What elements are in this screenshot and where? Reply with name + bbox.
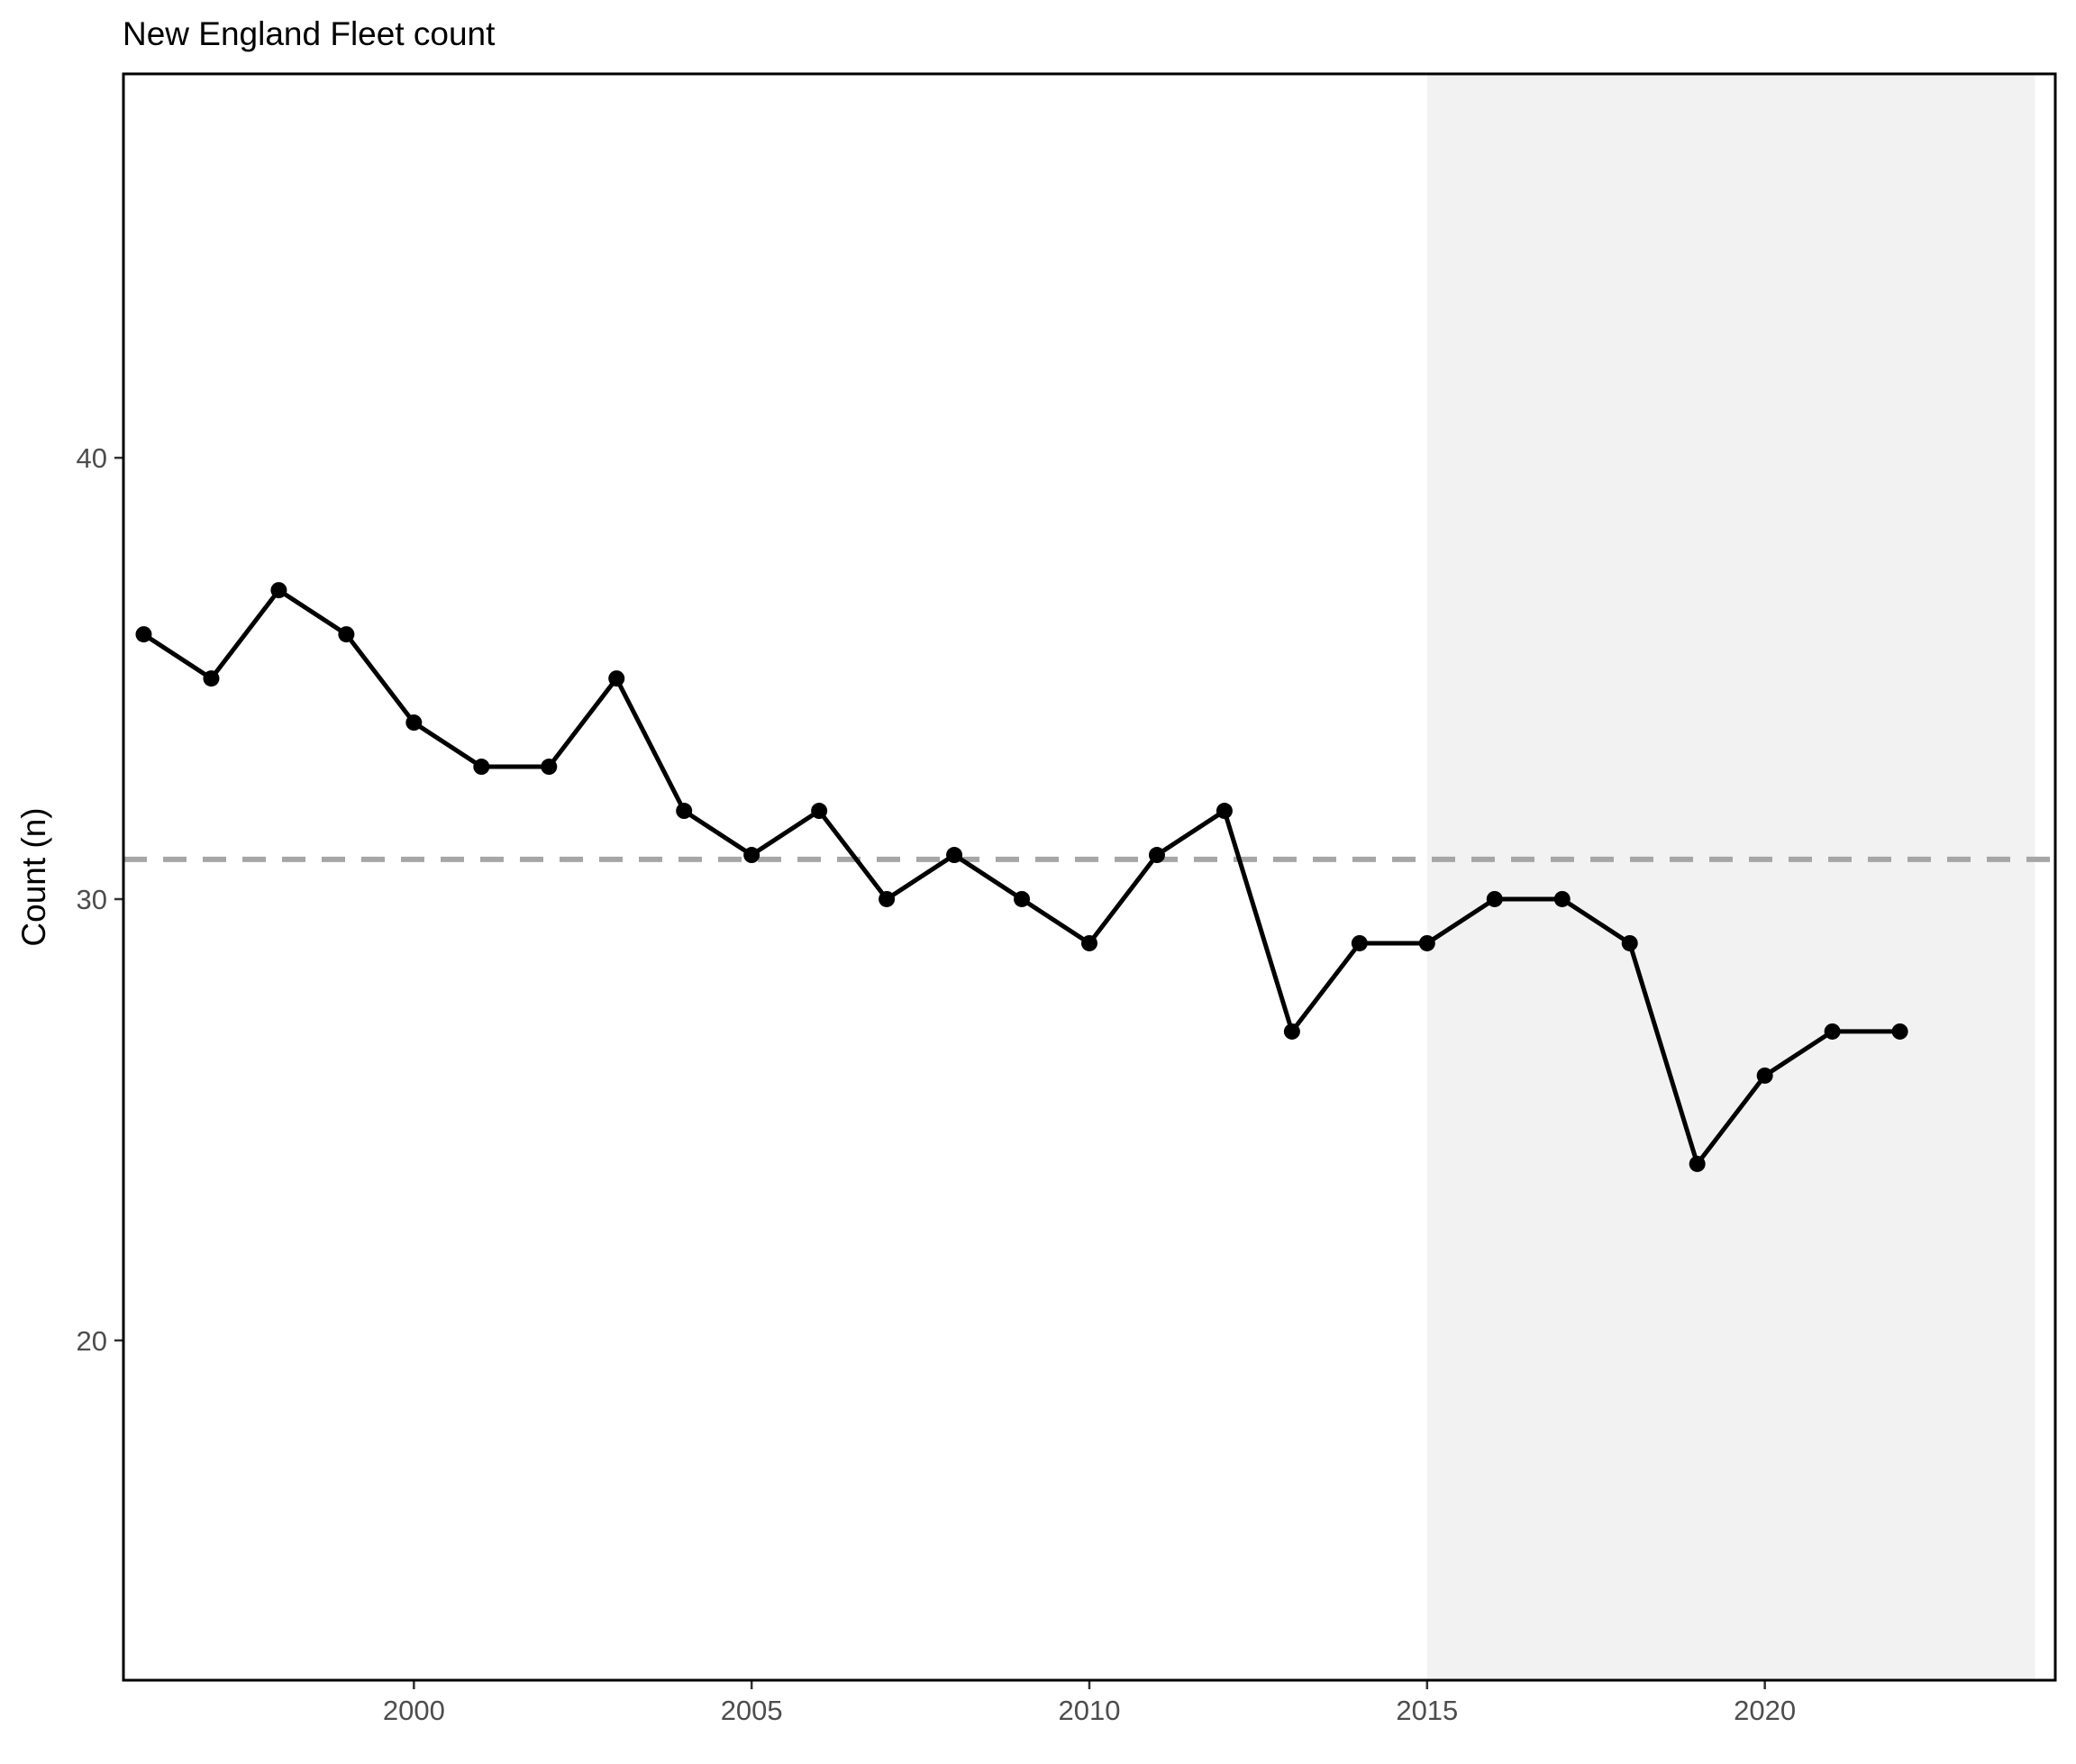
- data-point: [338, 626, 355, 643]
- data-point: [1689, 1155, 1706, 1172]
- data-point: [1081, 934, 1097, 951]
- data-point: [1621, 934, 1638, 951]
- data-point: [743, 847, 760, 864]
- data-point: [879, 890, 896, 907]
- plot-border: [122, 72, 2057, 1682]
- data-point: [1553, 890, 1571, 907]
- data-point: [1824, 1023, 1841, 1040]
- x-tick-label: 2015: [1396, 1695, 1458, 1726]
- x-tick-label: 2000: [383, 1695, 445, 1726]
- data-point: [405, 714, 423, 732]
- x-tick-label: 2005: [721, 1695, 783, 1726]
- data-point: [811, 803, 828, 820]
- data-point: [135, 626, 152, 643]
- x-tick-label: 2010: [1059, 1695, 1121, 1726]
- data-point: [270, 582, 287, 599]
- data-point: [473, 759, 490, 776]
- data-point: [676, 803, 693, 820]
- data-point: [1756, 1067, 1773, 1084]
- data-point: [203, 670, 220, 687]
- shaded-region: [1426, 75, 2035, 1679]
- y-tick-label: 30: [77, 884, 107, 915]
- y-tick-label: 40: [77, 442, 107, 474]
- data-point: [946, 847, 963, 864]
- y-axis-label: Count (n): [15, 807, 52, 946]
- data-point: [541, 759, 558, 776]
- data-point: [1216, 803, 1233, 820]
- data-point: [1891, 1023, 1908, 1040]
- data-points: [135, 582, 1908, 1172]
- data-point: [608, 670, 625, 687]
- data-point: [1148, 847, 1165, 864]
- chart-title: New England Fleet count: [123, 15, 496, 52]
- y-tick-label: 20: [77, 1325, 107, 1357]
- data-point: [1351, 934, 1368, 951]
- axis-ticks: [114, 456, 1766, 1689]
- data-point: [1014, 890, 1031, 907]
- data-point: [1418, 934, 1435, 951]
- data-point: [1486, 890, 1503, 907]
- x-tick-label: 2020: [1734, 1695, 1796, 1726]
- data-point: [1283, 1023, 1300, 1040]
